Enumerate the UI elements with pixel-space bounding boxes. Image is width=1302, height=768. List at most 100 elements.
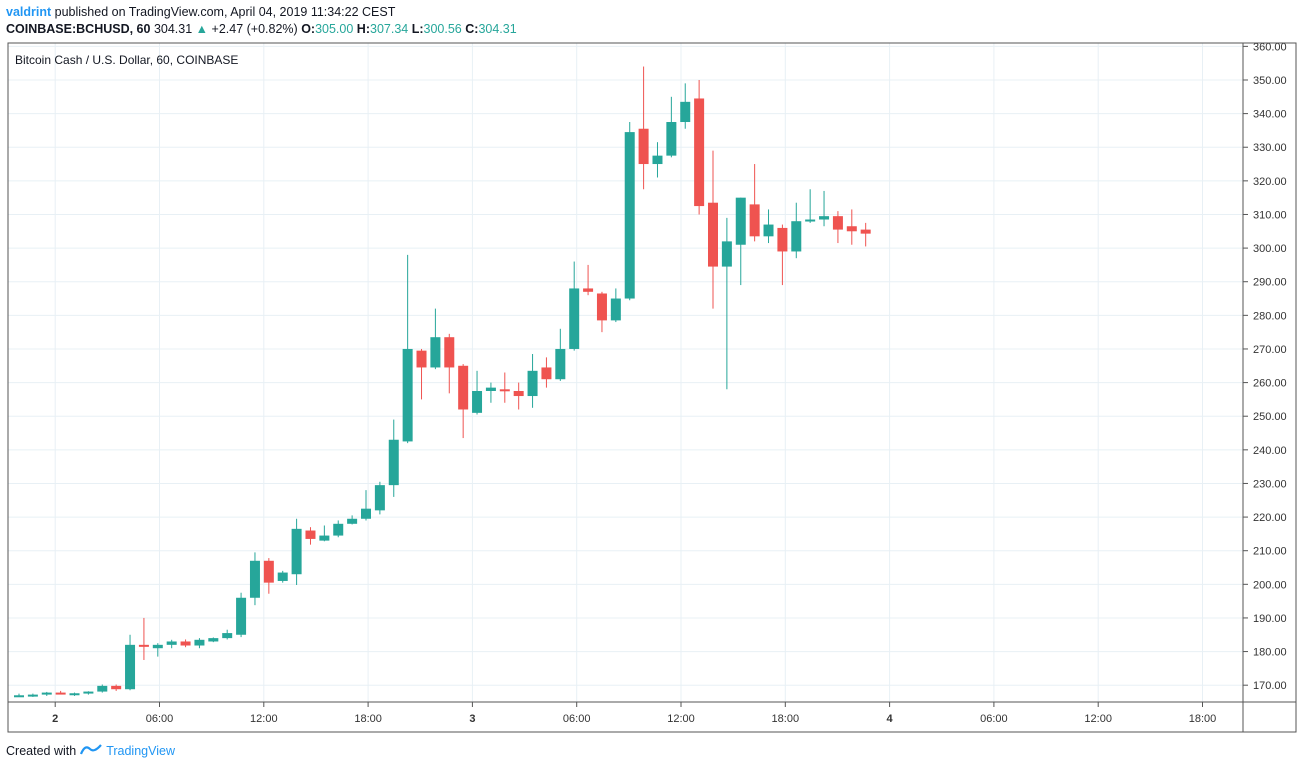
candle bbox=[416, 348, 427, 400]
candle-body bbox=[361, 508, 371, 519]
publish-info: valdrint published on TradingView.com, A… bbox=[6, 5, 395, 19]
y-tick-label: 280.00 bbox=[1253, 310, 1287, 322]
candle bbox=[152, 643, 163, 657]
candle bbox=[388, 419, 399, 497]
candle-body bbox=[596, 293, 607, 321]
candle bbox=[596, 291, 607, 333]
candle bbox=[472, 370, 483, 415]
candle bbox=[291, 518, 302, 585]
candle bbox=[832, 211, 843, 244]
last-price: 304.31 bbox=[153, 22, 193, 36]
candle bbox=[263, 558, 274, 594]
candle bbox=[222, 629, 233, 640]
candle-body bbox=[305, 530, 316, 539]
candle-body bbox=[277, 572, 288, 581]
candle-body bbox=[638, 128, 649, 165]
candle bbox=[666, 96, 677, 158]
candle-body bbox=[832, 216, 843, 230]
x-tick-label: 3 bbox=[469, 713, 475, 725]
candle-body bbox=[69, 693, 80, 696]
candle-body bbox=[41, 692, 52, 695]
candle-body bbox=[708, 202, 718, 267]
candle-body bbox=[263, 560, 274, 583]
candle bbox=[347, 515, 358, 525]
tradingview-logo-icon bbox=[80, 743, 103, 758]
candle bbox=[97, 684, 108, 693]
tradingview-link[interactable]: TradingView bbox=[106, 743, 175, 758]
candle bbox=[513, 382, 524, 410]
low-label: L: bbox=[411, 22, 424, 36]
candle bbox=[69, 692, 80, 696]
y-tick-label: 310.00 bbox=[1253, 209, 1287, 221]
candle-body bbox=[222, 633, 233, 639]
candle bbox=[860, 222, 871, 247]
y-tick-label: 210.00 bbox=[1253, 546, 1287, 558]
candle bbox=[27, 693, 38, 697]
candle-body bbox=[680, 101, 691, 123]
candle bbox=[194, 638, 205, 649]
candle-body bbox=[27, 694, 38, 697]
axes: 170.00 180.00 190.00 200.00 210.00 220.00 230.… bbox=[7, 41, 1297, 733]
y-tick-label: 360.00 bbox=[1253, 41, 1287, 53]
candle-body bbox=[763, 224, 774, 237]
candle bbox=[305, 527, 316, 545]
candle bbox=[138, 617, 149, 660]
candle-body bbox=[860, 229, 871, 234]
candle-body bbox=[180, 641, 191, 646]
candle-body bbox=[749, 204, 760, 237]
published-text: published on TradingView.com, April 04, … bbox=[54, 5, 396, 19]
candle bbox=[125, 634, 136, 691]
candle bbox=[249, 552, 260, 606]
open-label: O: bbox=[301, 22, 316, 36]
candle bbox=[485, 382, 496, 403]
candle bbox=[277, 570, 288, 583]
candle bbox=[638, 66, 649, 190]
x-tick-label: 06:00 bbox=[980, 713, 1008, 725]
candle-body bbox=[152, 644, 163, 649]
candle-body bbox=[333, 523, 344, 536]
y-tick-label: 300.00 bbox=[1253, 243, 1287, 255]
author-link[interactable]: valdrint bbox=[6, 5, 52, 19]
candle bbox=[680, 83, 691, 129]
y-tick-label: 180.00 bbox=[1253, 647, 1287, 659]
x-tick-label: 4 bbox=[887, 713, 894, 725]
x-tick-label: 2 bbox=[52, 713, 58, 725]
candle-body bbox=[624, 132, 635, 299]
chart-title: Bitcoin Cash / U.S. Dollar, 60, COINBASE bbox=[15, 53, 238, 67]
up-arrow-icon: ▲ bbox=[195, 22, 209, 36]
candle bbox=[333, 520, 344, 538]
candle-body bbox=[208, 638, 219, 642]
candle bbox=[819, 190, 830, 227]
candle-body bbox=[374, 485, 385, 511]
candle bbox=[236, 592, 247, 638]
candle-body bbox=[694, 98, 705, 207]
candle bbox=[458, 364, 469, 439]
candle-body bbox=[666, 122, 677, 156]
candle bbox=[805, 189, 816, 223]
candle-body bbox=[846, 226, 857, 232]
candle-body bbox=[555, 348, 566, 380]
candle bbox=[208, 637, 219, 643]
candle-body bbox=[777, 227, 788, 252]
candle-body bbox=[652, 155, 663, 165]
y-tick-label: 230.00 bbox=[1253, 478, 1287, 490]
y-tick-label: 270.00 bbox=[1253, 344, 1287, 356]
x-tick-label: 18:00 bbox=[1189, 713, 1217, 725]
x-tick-label: 12:00 bbox=[250, 713, 278, 725]
candle-body bbox=[583, 288, 594, 292]
y-tick-label: 170.00 bbox=[1253, 680, 1287, 692]
candle-body bbox=[513, 390, 524, 397]
y-tick-label: 250.00 bbox=[1253, 411, 1287, 423]
candle bbox=[499, 372, 510, 403]
candle-body bbox=[83, 691, 94, 694]
candle-body bbox=[388, 439, 399, 486]
y-tick-label: 260.00 bbox=[1253, 378, 1287, 390]
candle bbox=[361, 490, 371, 521]
grid-lines bbox=[8, 43, 1243, 702]
candle-body bbox=[527, 370, 538, 397]
candle bbox=[583, 264, 594, 296]
x-tick-label: 06:00 bbox=[563, 713, 591, 725]
candles bbox=[14, 66, 871, 698]
y-tick-label: 220.00 bbox=[1253, 512, 1287, 524]
